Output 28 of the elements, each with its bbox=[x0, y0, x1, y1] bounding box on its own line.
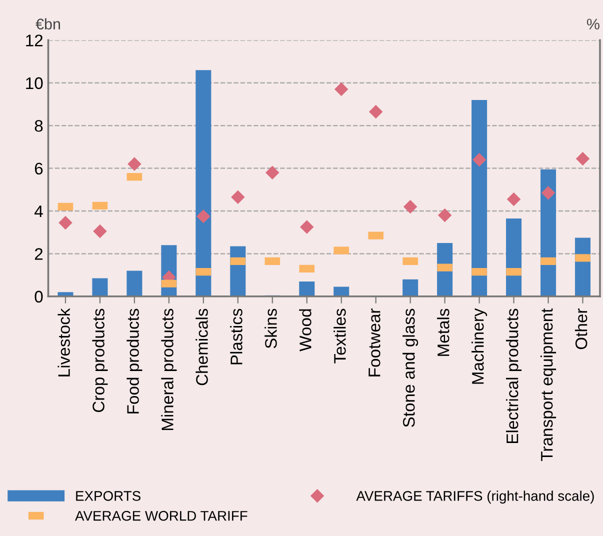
x-tick-label: Skins bbox=[264, 308, 277, 348]
x-tick-label: Food products bbox=[126, 308, 142, 414]
legend-label: AVERAGE TARIFFS (right-hand scale) bbox=[356, 490, 594, 504]
x-tick-label: Metals bbox=[437, 308, 450, 356]
y-tick-label: 0 bbox=[34, 290, 43, 303]
y-tick-label: 4 bbox=[34, 206, 43, 218]
x-tick-label: Footwear bbox=[368, 308, 380, 376]
x-tick-label: Mineral products bbox=[161, 308, 177, 430]
y-tick-label: 2 bbox=[34, 248, 43, 260]
legend-label: EXPORTS bbox=[76, 491, 140, 501]
x-tick-label: Wood bbox=[299, 309, 312, 352]
y-axis-title: €bn bbox=[36, 18, 60, 30]
legend-label: AVERAGE WORLD TARIFF bbox=[75, 510, 248, 521]
y-tick-label: 8 bbox=[34, 120, 43, 132]
y-tick-label: 6 bbox=[34, 162, 43, 175]
x-tick-label: Livestock bbox=[58, 308, 70, 376]
x-tick-label: Machinery bbox=[472, 308, 488, 384]
x-tick-label: Transport equipment bbox=[540, 308, 556, 461]
y2-axis-title: % bbox=[586, 18, 600, 30]
x-tick-label: Other bbox=[574, 308, 588, 350]
x-tick-label: Stone and glass bbox=[402, 308, 418, 427]
x-tick-label: Textiles bbox=[334, 308, 346, 364]
x-tick-label: Electrical products bbox=[506, 308, 522, 444]
x-tick-label: Chemicals bbox=[196, 308, 208, 386]
y-tick-label: 12 bbox=[26, 34, 43, 46]
x-tick-label: Crop products bbox=[92, 308, 108, 412]
y-tick-label: 10 bbox=[26, 77, 43, 90]
x-tick-label: Plastics bbox=[230, 308, 242, 364]
